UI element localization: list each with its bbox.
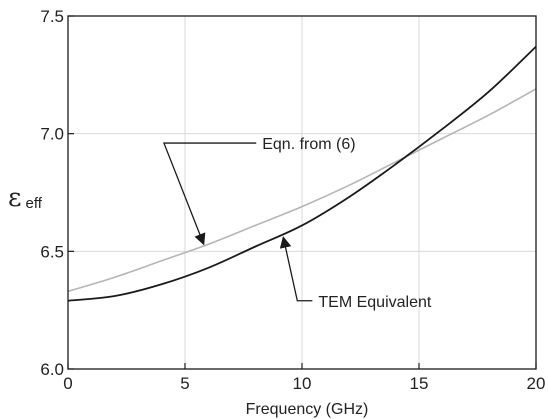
y-axis-title: ε eff <box>8 183 43 213</box>
y-axis-title-main: ε <box>8 183 21 213</box>
series-layer <box>67 45 537 302</box>
y-tick-label: 7.0 <box>40 125 64 144</box>
x-tick-label: 5 <box>180 374 189 393</box>
y-tick-label: 6.5 <box>40 242 64 261</box>
series-line-tem-equivalent <box>67 45 537 302</box>
annotation-label-eqn-6: Eqn. from (6) <box>262 136 355 153</box>
annotation-label-tem-equivalent: TEM Equivalent <box>318 294 431 311</box>
x-tick-label: 15 <box>410 374 429 393</box>
y-tick-label: 7.5 <box>40 7 64 26</box>
annotations: Eqn. from (6) TEM Equivalent <box>162 136 432 311</box>
annotation-arrow-eqn-6 <box>162 142 257 246</box>
series-line-eqn-6 <box>67 88 537 293</box>
x-tick-label: 0 <box>63 374 72 393</box>
x-tick-label: 10 <box>293 374 312 393</box>
y-tick-label: 6.0 <box>40 360 64 379</box>
y-axis-title-sub: eff <box>25 195 42 212</box>
x-tick-label: 20 <box>527 374 546 393</box>
annotation-arrow-tem-equivalent <box>279 236 313 302</box>
x-axis-title: Frequency (GHz) <box>246 401 369 418</box>
grid <box>67 15 537 370</box>
tick-labels: 0 5 10 15 20 6.0 6.5 7.0 7.5 <box>40 7 545 393</box>
